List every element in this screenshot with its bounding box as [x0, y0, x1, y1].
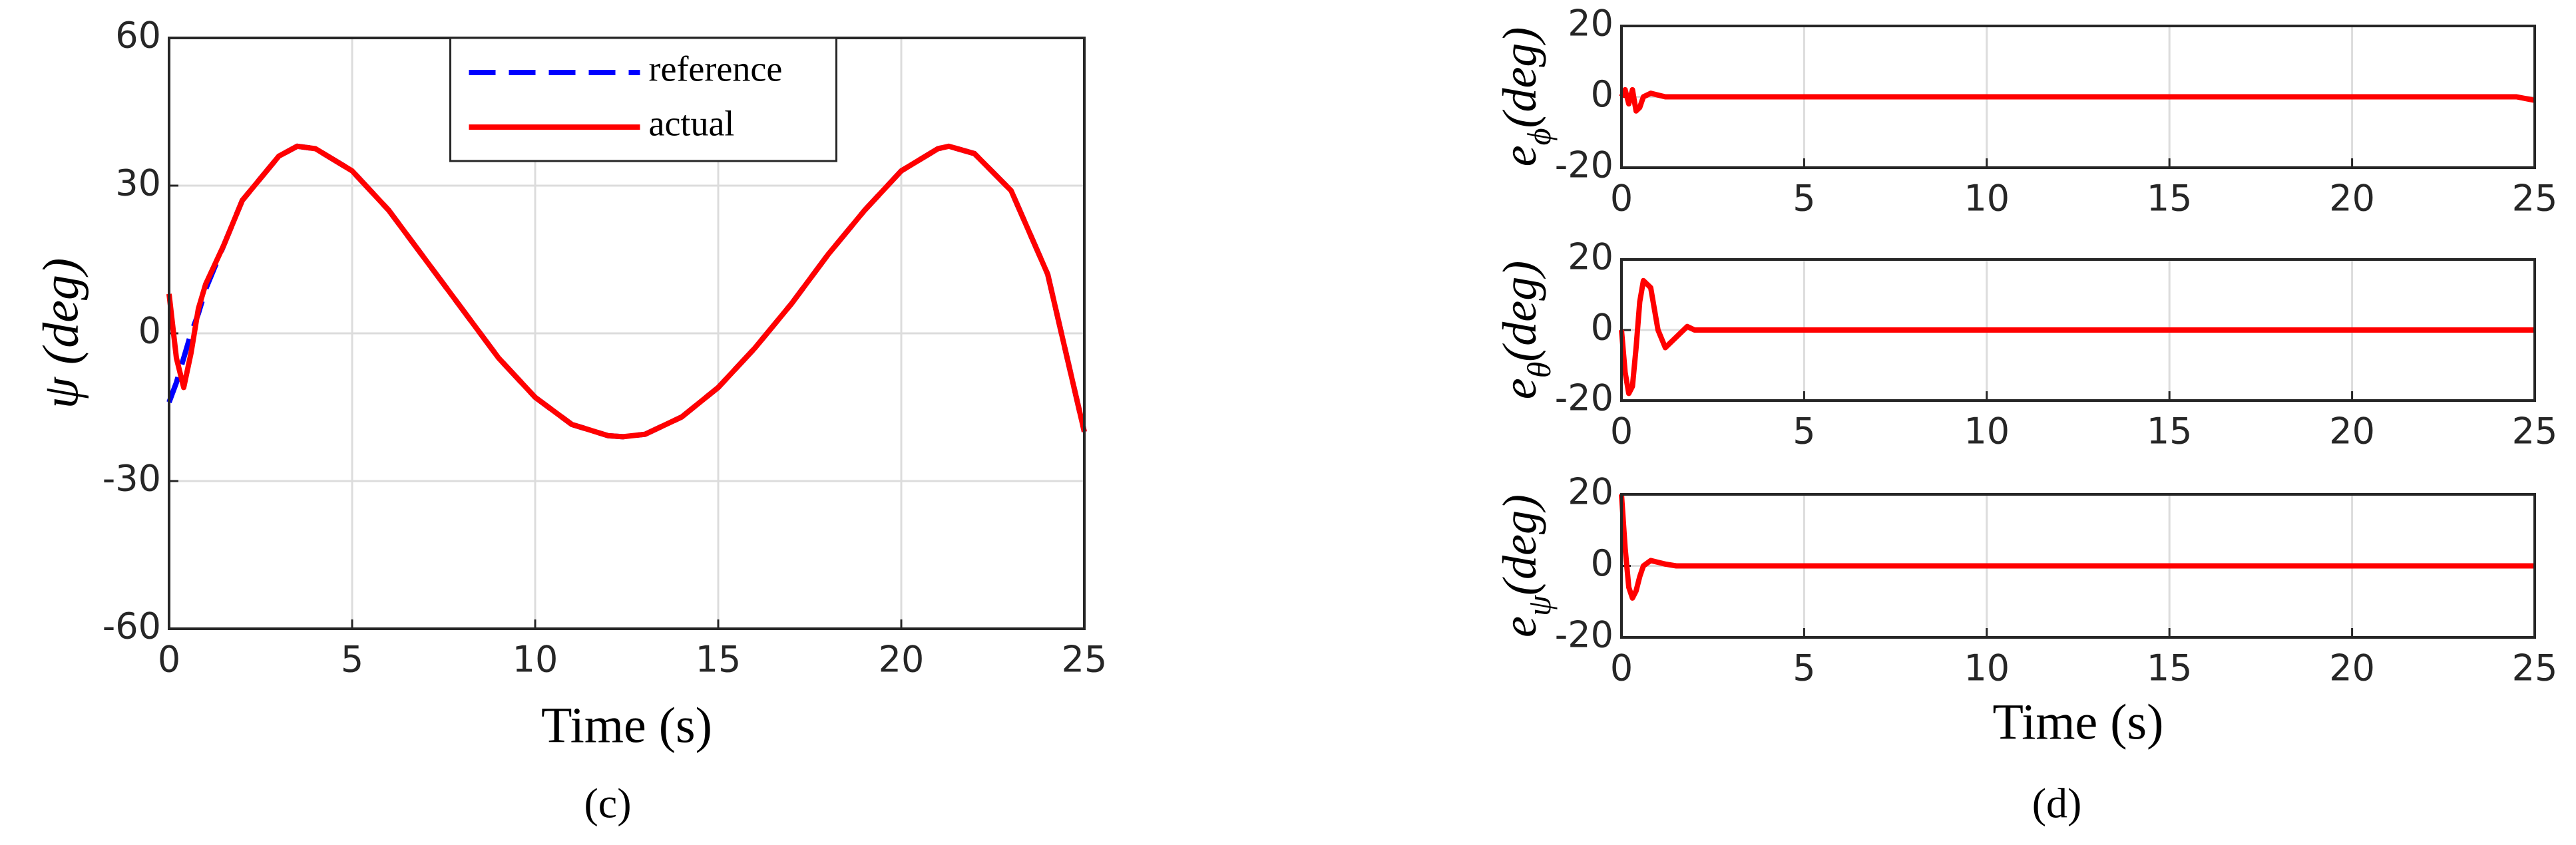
x-tick-label: 20 [2329, 178, 2375, 220]
y-tick-label: 0 [1591, 73, 1613, 115]
x-tick-label: 25 [2512, 411, 2558, 452]
x-axis-label: Time (s) [1993, 694, 2164, 750]
x-tick-label: 25 [1062, 639, 1108, 681]
panel-label: (d) [2032, 780, 2082, 827]
y-tick-label: 20 [1568, 236, 1613, 278]
x-tick-label: 10 [513, 639, 558, 681]
x-tick-label: 25 [2512, 178, 2558, 220]
x-tick-label: 0 [1610, 647, 1633, 689]
y-tick-label: -60 [103, 605, 161, 647]
x-tick-label: 5 [1793, 411, 1815, 452]
y-axis-label: ψ (deg) [33, 258, 89, 409]
x-tick-label: 15 [2147, 647, 2193, 689]
y-tick-label: -30 [103, 458, 161, 500]
legend-box [449, 37, 837, 162]
y-tick-label: 60 [115, 15, 161, 57]
y-tick-label: 20 [1568, 3, 1613, 45]
y-axis-label-part: θ [1520, 362, 1558, 379]
y-axis-label-part: ϕ [1520, 128, 1558, 146]
legend-label: reference [649, 49, 783, 88]
x-tick-label: 5 [341, 639, 363, 681]
panel-label: (c) [584, 780, 631, 827]
y-tick-label: 20 [1568, 471, 1613, 513]
y-axis-label-part: ψ [1520, 595, 1558, 616]
x-tick-label: 5 [1793, 647, 1815, 689]
x-tick-label: 0 [1610, 411, 1633, 452]
plot-frame [1620, 25, 2536, 169]
legend-label: actual [649, 103, 735, 143]
x-tick-label: 10 [1964, 411, 2010, 452]
series-line [166, 143, 1087, 440]
x-tick-label: 10 [1964, 178, 2010, 220]
x-tick-label: 20 [879, 639, 925, 681]
series-line [166, 143, 1087, 440]
plot-frame [1620, 258, 2536, 402]
y-tick-label: 0 [138, 310, 161, 352]
x-tick-label: 25 [2512, 647, 2558, 689]
x-tick-label: 5 [1793, 178, 1815, 220]
y-tick-label: -20 [1555, 144, 1613, 186]
x-tick-label: 20 [2329, 647, 2375, 689]
y-tick-label: -20 [1555, 377, 1613, 419]
y-tick-label: 0 [1591, 542, 1613, 584]
y-tick-label: -20 [1555, 614, 1613, 656]
x-tick-label: 0 [1610, 178, 1633, 220]
x-axis-label: Time (s) [541, 697, 712, 753]
x-tick-label: 0 [158, 639, 180, 681]
y-axis-label-part: (deg) [1493, 27, 1546, 128]
series-line [1619, 86, 2535, 114]
y-axis-label-part: (deg) [1493, 261, 1546, 362]
x-tick-label: 15 [696, 639, 742, 681]
y-axis-label: eθ(deg) [1493, 261, 1558, 399]
series-line [1619, 494, 2535, 601]
y-axis-label-part: e [1493, 145, 1546, 166]
y-axis-label-part: e [1493, 616, 1546, 637]
y-tick-label: 30 [115, 162, 161, 204]
plot-frame [1620, 493, 2536, 639]
y-axis-label-part: (deg) [1493, 494, 1546, 595]
y-tick-label: 0 [1591, 307, 1613, 349]
x-tick-label: 15 [2147, 178, 2193, 220]
y-axis-label: eϕ(deg) [1493, 27, 1558, 167]
x-tick-label: 15 [2147, 411, 2193, 452]
x-tick-label: 20 [2329, 411, 2375, 452]
series-line [1619, 277, 2535, 397]
y-axis-label-part: e [1493, 378, 1546, 399]
y-axis-label: eψ(deg) [1493, 494, 1558, 637]
x-tick-label: 10 [1964, 647, 2010, 689]
